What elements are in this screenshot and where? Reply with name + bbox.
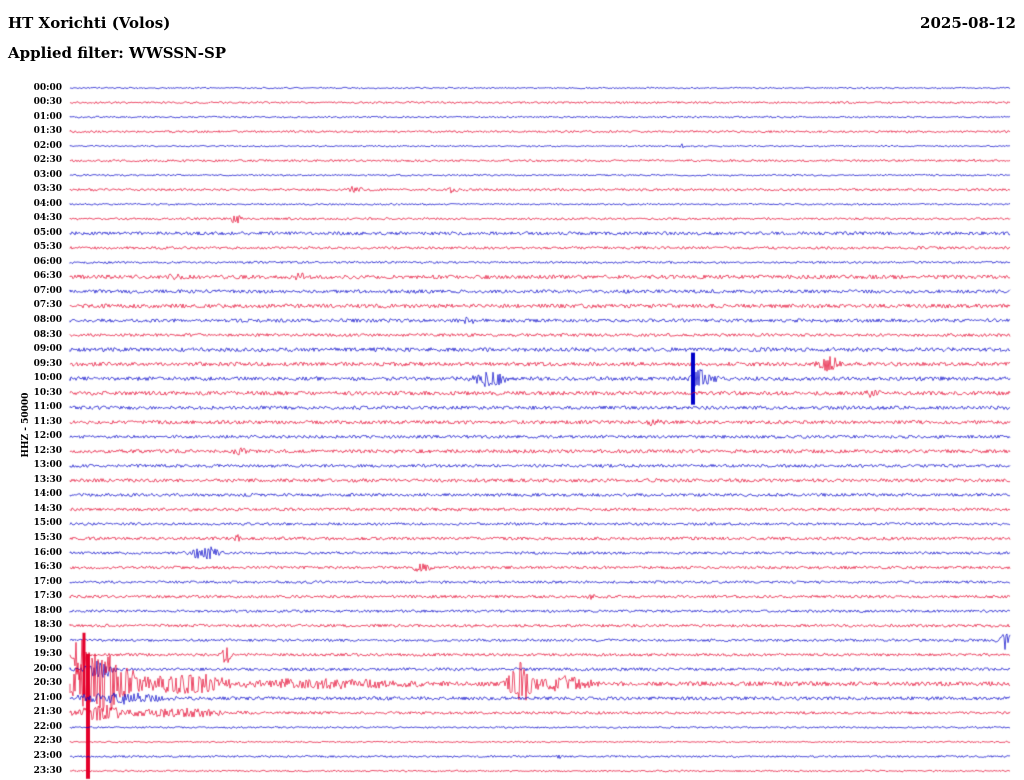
helicorder-page: HT Xorichti (Volos) 2025-08-12 Applied f… <box>0 0 1024 780</box>
helicorder-plot <box>0 0 1024 780</box>
